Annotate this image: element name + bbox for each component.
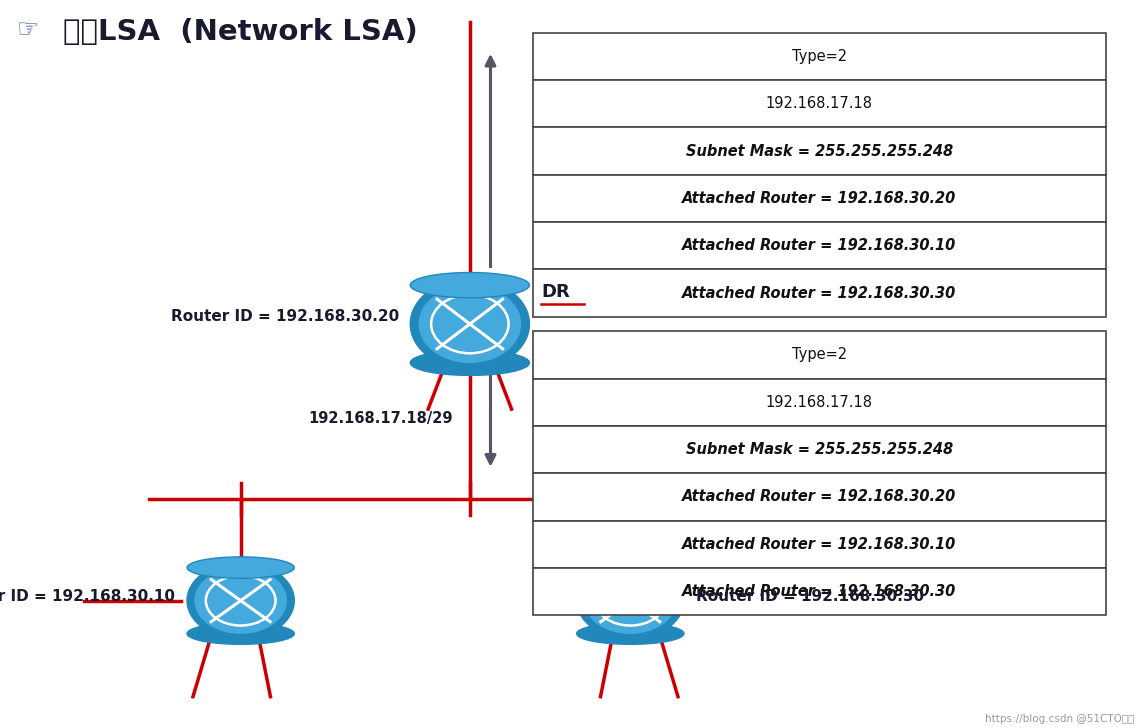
Text: https://blog.csdn @51CTO博客: https://blog.csdn @51CTO博客 (986, 714, 1135, 724)
Ellipse shape (410, 272, 529, 298)
Text: Attached Router = 192.168.30.30: Attached Router = 192.168.30.30 (682, 285, 957, 301)
FancyBboxPatch shape (533, 222, 1106, 269)
FancyBboxPatch shape (533, 127, 1106, 175)
Ellipse shape (410, 350, 529, 376)
Text: Router ID = 192.168.30.20: Router ID = 192.168.30.20 (171, 309, 399, 324)
Text: ☞: ☞ (17, 18, 40, 42)
FancyBboxPatch shape (533, 33, 1106, 80)
Text: Attached Router = 192.168.30.20: Attached Router = 192.168.30.20 (682, 489, 957, 505)
Text: Subnet Mask = 255.255.255.248: Subnet Mask = 255.255.255.248 (685, 143, 953, 159)
Text: Type=2: Type=2 (792, 347, 847, 363)
Text: Attached Router = 192.168.30.20: Attached Router = 192.168.30.20 (682, 191, 957, 206)
Ellipse shape (195, 568, 286, 633)
Text: Type=2: Type=2 (792, 49, 847, 64)
FancyBboxPatch shape (533, 568, 1106, 615)
Text: Attached Router = 192.168.30.10: Attached Router = 192.168.30.10 (682, 537, 957, 552)
Ellipse shape (187, 557, 295, 578)
FancyBboxPatch shape (533, 426, 1106, 473)
FancyBboxPatch shape (533, 521, 1106, 568)
Text: DR: DR (541, 283, 570, 301)
Text: Router ID = 192.168.30.30: Router ID = 192.168.30.30 (696, 590, 924, 604)
Text: 192.168.17.18: 192.168.17.18 (766, 395, 873, 410)
Text: Router ID = 192.168.30.10: Router ID = 192.168.30.10 (0, 590, 175, 604)
Text: Subnet Mask = 255.255.255.248: Subnet Mask = 255.255.255.248 (685, 442, 953, 457)
Ellipse shape (410, 279, 529, 369)
Ellipse shape (576, 557, 684, 578)
FancyBboxPatch shape (533, 331, 1106, 379)
FancyBboxPatch shape (533, 379, 1106, 426)
Ellipse shape (576, 623, 684, 644)
Text: Attached Router = 192.168.30.10: Attached Router = 192.168.30.10 (682, 238, 957, 253)
Text: 192.168.17.18: 192.168.17.18 (766, 96, 873, 111)
Text: 192.168.17.18/29: 192.168.17.18/29 (308, 411, 453, 426)
Ellipse shape (187, 623, 295, 644)
Ellipse shape (576, 562, 684, 639)
Text: Attached Router = 192.168.30.30: Attached Router = 192.168.30.30 (682, 584, 957, 599)
Ellipse shape (584, 568, 676, 633)
Ellipse shape (419, 285, 520, 363)
Text: 网络LSA  (Network LSA): 网络LSA (Network LSA) (63, 18, 418, 46)
FancyBboxPatch shape (533, 80, 1106, 127)
Ellipse shape (187, 562, 295, 639)
FancyBboxPatch shape (533, 473, 1106, 521)
FancyBboxPatch shape (533, 175, 1106, 222)
FancyBboxPatch shape (533, 269, 1106, 317)
